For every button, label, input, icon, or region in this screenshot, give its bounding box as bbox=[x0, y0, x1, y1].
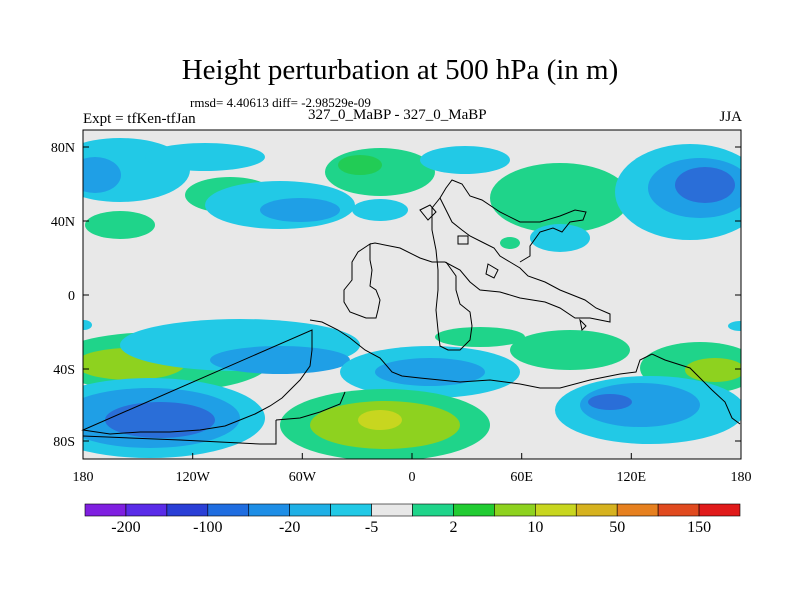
colorbar-label: 2 bbox=[449, 519, 457, 536]
colorbar-label: -200 bbox=[111, 519, 140, 536]
contour-neg-medium bbox=[210, 346, 350, 374]
colorbar-label: -5 bbox=[365, 519, 378, 536]
contour-pos-strong bbox=[685, 358, 741, 382]
colorbar-swatch bbox=[412, 503, 454, 517]
latitude-axis: 80N 40N 0 40S 80S bbox=[51, 141, 741, 450]
lat-tick-label: 40S bbox=[53, 363, 75, 378]
contour-neg-weak bbox=[420, 146, 510, 174]
subtitle-label: 327_0_MaBP - 327_0_MaBP bbox=[308, 107, 487, 123]
colorbar-swatch bbox=[330, 503, 372, 517]
contour-pos-weak bbox=[510, 330, 630, 370]
colorbar: -200 -100 -20 -5 2 10 50 150 bbox=[84, 503, 741, 536]
colorbar-label: 150 bbox=[687, 519, 711, 536]
contour-pos-stronger bbox=[358, 410, 402, 430]
contour-neg-weak bbox=[352, 199, 408, 221]
longitude-axis: 180 120W 60W 0 60E 120E 180 bbox=[73, 453, 752, 485]
contour-neg-strong bbox=[105, 402, 215, 438]
lon-tick-label: 0 bbox=[409, 470, 416, 485]
contour-neg-weak bbox=[145, 143, 265, 171]
lon-tick-label: 180 bbox=[73, 470, 94, 485]
lat-tick-label: 80S bbox=[53, 435, 75, 450]
lon-tick-label: 60W bbox=[289, 470, 317, 485]
contour-pos-weak bbox=[85, 211, 155, 239]
plot-title: Height perturbation at 500 hPa (in m) bbox=[181, 54, 619, 86]
colorbar-swatch bbox=[616, 503, 659, 517]
contour-fields bbox=[83, 138, 741, 459]
contour-neg-medium bbox=[83, 157, 121, 193]
contour-neg-strong bbox=[588, 394, 632, 410]
lon-tick-label: 120E bbox=[617, 470, 647, 485]
lon-tick-label: 60E bbox=[510, 470, 533, 485]
colorbar-swatch bbox=[125, 503, 168, 517]
lat-tick-label: 80N bbox=[51, 141, 75, 156]
colorbar-label: -20 bbox=[279, 519, 300, 536]
colorbar-swatch bbox=[289, 503, 331, 517]
colorbar-swatch bbox=[575, 503, 618, 517]
colorbar-label: -100 bbox=[193, 519, 222, 536]
contour-neg-weak bbox=[728, 321, 741, 331]
colorbar-label: 10 bbox=[527, 519, 543, 536]
contour-neg-medium bbox=[260, 198, 340, 222]
colorbar-swatch bbox=[698, 503, 741, 517]
colorbar-label: 50 bbox=[609, 519, 625, 536]
colorbar-swatch bbox=[494, 503, 536, 517]
coastline-outline bbox=[81, 179, 741, 445]
lat-tick-label: 40N bbox=[51, 215, 75, 230]
contour-pos-weak bbox=[500, 237, 520, 249]
contour-neg-weak bbox=[83, 320, 92, 330]
lat-tick-label: 0 bbox=[68, 289, 75, 304]
season-label: JJA bbox=[719, 109, 742, 125]
stats-label: rmsd= 4.40613 diff= -2.98529e-09 bbox=[190, 95, 371, 110]
colorbar-swatch bbox=[371, 503, 413, 517]
colorbar-swatch bbox=[248, 503, 290, 517]
colorbar-swatch bbox=[207, 503, 250, 517]
contour-pos-weak bbox=[325, 148, 435, 196]
lon-tick-label: 180 bbox=[731, 470, 752, 485]
colorbar-swatch bbox=[84, 503, 127, 517]
lon-tick-label: 120W bbox=[176, 470, 211, 485]
contour-neg-medium bbox=[375, 358, 485, 386]
colorbar-swatch bbox=[535, 503, 577, 517]
contour-pos-weak bbox=[435, 327, 525, 347]
colorbar-swatch bbox=[453, 503, 495, 517]
colorbar-swatch bbox=[166, 503, 209, 517]
contour-neg-weak bbox=[530, 224, 590, 252]
experiment-label: Expt = tfKen-tfJan bbox=[83, 111, 196, 127]
contour-pos-medium bbox=[338, 155, 382, 175]
contour-neg-strong bbox=[675, 167, 735, 203]
contour-pos-weak bbox=[490, 163, 630, 233]
colorbar-swatch bbox=[657, 503, 700, 517]
